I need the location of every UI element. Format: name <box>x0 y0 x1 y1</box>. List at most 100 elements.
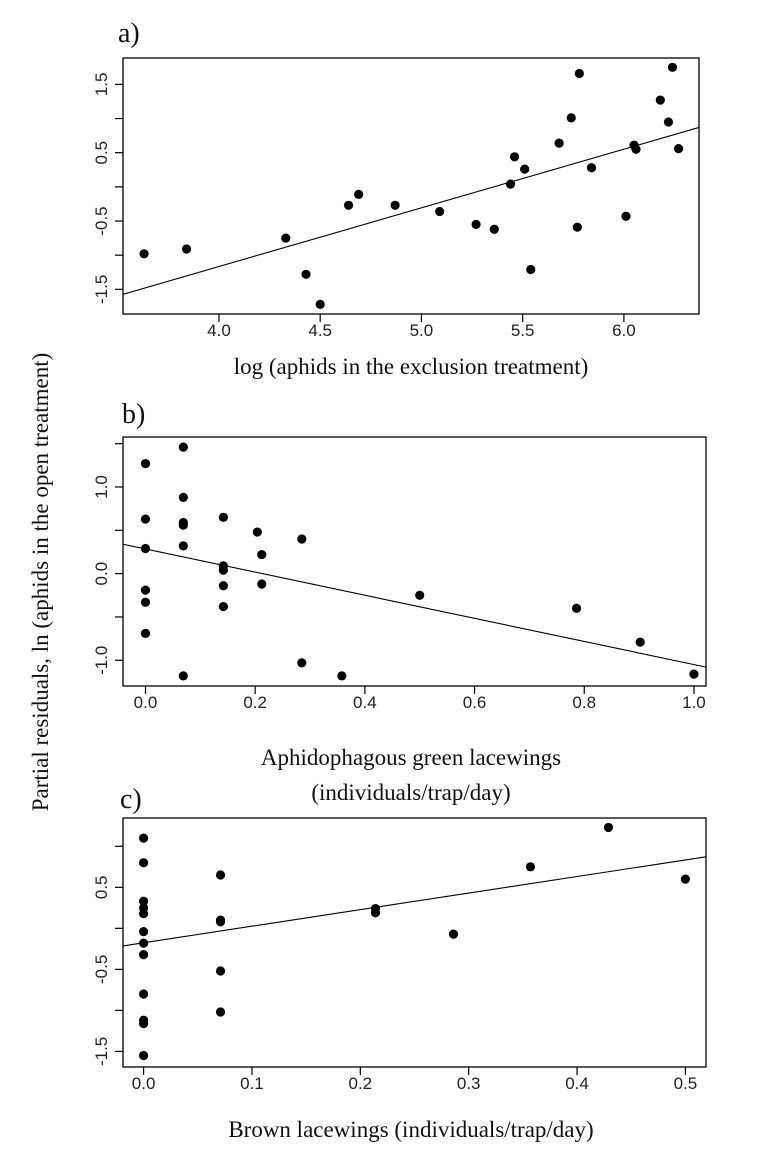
data-point <box>215 966 226 976</box>
data-point <box>178 442 188 452</box>
data-point <box>343 200 354 210</box>
x-tick-label: 4.5 <box>308 321 332 340</box>
x-tick-label: 0.2 <box>348 1074 372 1093</box>
data-point <box>218 565 228 575</box>
x-tick-label: 0.0 <box>132 1074 156 1093</box>
x-axis-title: (individuals/trap/day) <box>311 780 510 805</box>
data-point <box>257 549 267 560</box>
data-point <box>448 929 459 939</box>
data-point <box>178 492 188 502</box>
x-tick-label: 0.4 <box>565 1074 589 1093</box>
x-tick-label: 0.3 <box>457 1074 481 1093</box>
data-point <box>138 927 149 937</box>
data-point <box>140 514 151 524</box>
data-point <box>178 520 188 530</box>
y-tick-label: 0.5 <box>92 141 111 165</box>
data-point <box>139 249 149 259</box>
panel-label: b) <box>122 399 145 430</box>
x-axis-title: Brown lacewings (individuals/trap/day) <box>228 1117 593 1142</box>
y-tick-label: -0.5 <box>92 206 111 235</box>
panel-b: b) 0.0 0.2 0.4 0.6 0.8 1.0 -1.0 0.0 1.0 Aphidophag… <box>92 399 707 805</box>
panel-label: c) <box>120 784 142 815</box>
data-point <box>663 117 674 127</box>
data-point <box>525 862 536 872</box>
y-tick-label: -1.5 <box>92 275 111 304</box>
data-point <box>140 585 151 595</box>
data-point <box>655 95 665 105</box>
data-point <box>215 917 226 927</box>
y-tick-label: 0.5 <box>92 876 111 900</box>
data-point <box>178 541 188 551</box>
data-point <box>218 601 228 612</box>
data-point <box>586 163 597 173</box>
data-point <box>572 222 582 232</box>
data-point <box>297 534 307 544</box>
x-tick-label: 5.5 <box>511 321 535 340</box>
data-point <box>526 264 536 275</box>
data-point <box>138 1050 149 1061</box>
data-point <box>140 543 151 554</box>
data-point <box>370 908 381 918</box>
x-tick-label: 1.0 <box>682 693 706 712</box>
data-point <box>574 68 584 79</box>
data-point <box>138 908 149 919</box>
data-point <box>140 628 151 639</box>
data-point <box>667 62 678 72</box>
data-point <box>571 603 582 613</box>
data-point <box>138 1018 149 1029</box>
panel-a: a) 4.0 4.5 5.0 5.5 6.0 -1.5 -0.5 0.5 1.5 log (aphi… <box>92 18 700 379</box>
y-tick-label: -1.5 <box>92 1037 111 1066</box>
y-tick-label: 1.5 <box>92 73 111 97</box>
data-point <box>215 870 226 880</box>
data-point <box>281 233 291 243</box>
x-axis-title: Aphidophagous green lacewings <box>261 745 561 770</box>
panel-c: c) 0.0 0.1 0.2 0.3 0.4 0.5 -1.5 -0.5 0.5 Brown lac… <box>92 784 707 1142</box>
data-point <box>435 206 445 217</box>
plot-frame <box>122 817 707 1068</box>
data-point <box>301 269 311 279</box>
data-point <box>554 138 564 148</box>
data-point <box>354 189 364 199</box>
x-tick-label: 0.8 <box>572 693 596 712</box>
data-point <box>140 458 151 469</box>
data-point <box>215 1007 226 1017</box>
data-point <box>138 833 149 843</box>
data-point <box>520 164 530 174</box>
plot-frame <box>122 436 707 687</box>
data-point <box>635 637 645 647</box>
data-point <box>489 224 499 234</box>
x-tick-label: 0.0 <box>134 693 158 712</box>
data-point <box>257 579 267 589</box>
data-point <box>138 938 149 948</box>
data-point <box>566 113 576 123</box>
data-point <box>505 179 516 189</box>
data-point <box>297 658 307 668</box>
y-tick-label: -1.0 <box>92 646 111 675</box>
x-axis-title: log (aphids in the exclusion treatment) <box>234 354 589 379</box>
data-point <box>415 590 425 600</box>
x-tick-label: 4.0 <box>207 321 231 340</box>
regression-line <box>122 543 707 668</box>
data-point <box>509 152 520 162</box>
x-tick-label: 0.2 <box>243 693 267 712</box>
data-point <box>673 143 684 154</box>
data-point <box>181 244 192 254</box>
data-point <box>218 512 228 522</box>
x-tick-label: 0.1 <box>240 1074 264 1093</box>
x-tick-label: 0.6 <box>463 693 487 712</box>
data-point <box>138 989 149 999</box>
data-point <box>390 200 400 210</box>
data-point <box>337 671 347 681</box>
data-point <box>689 669 699 679</box>
regression-line <box>122 856 707 947</box>
data-point <box>138 950 149 960</box>
data-point <box>178 671 188 681</box>
data-point <box>252 527 262 537</box>
data-point <box>631 144 641 154</box>
y-tick-label: 0.0 <box>92 562 111 586</box>
data-point <box>140 597 151 607</box>
data-point <box>603 822 614 833</box>
data-point <box>218 581 228 591</box>
data-point <box>315 299 325 309</box>
